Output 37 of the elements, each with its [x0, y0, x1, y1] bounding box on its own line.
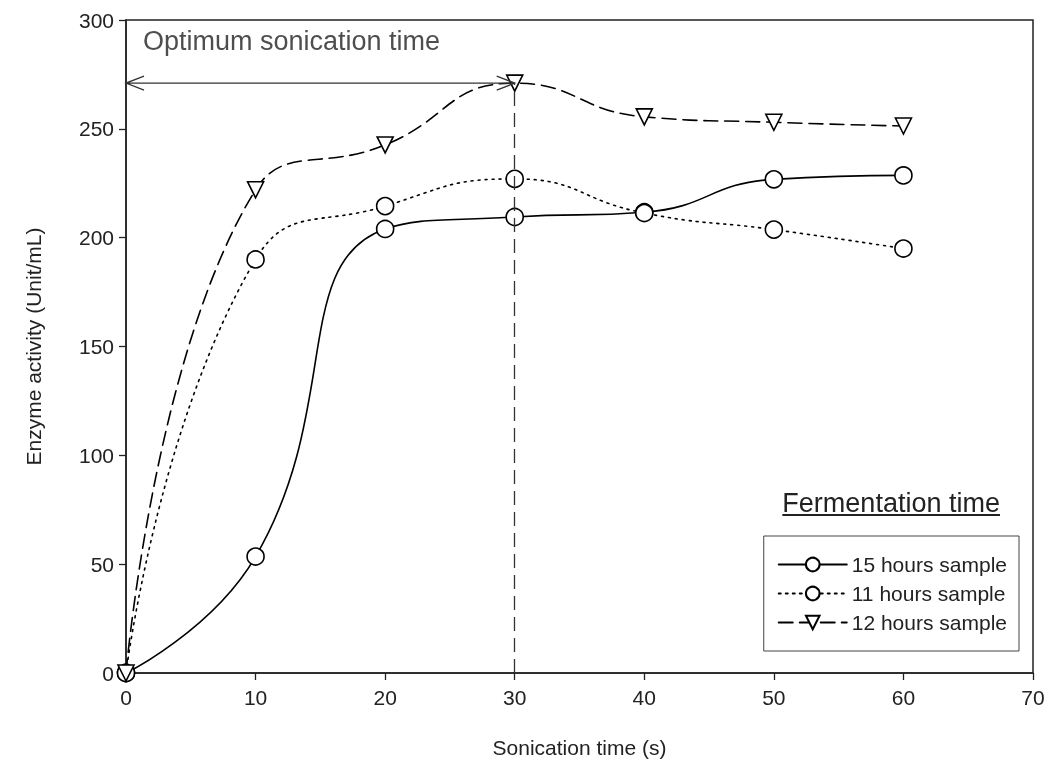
- x-axis-title: Sonication time (s): [492, 736, 667, 759]
- point: [376, 136, 394, 154]
- point: [505, 207, 525, 227]
- x-tick-label: 10: [243, 686, 268, 709]
- annotation: Optimum sonication time: [143, 26, 441, 57]
- y-tick-label: 0: [102, 661, 114, 685]
- point: [246, 180, 265, 199]
- y-tick-label: 200: [78, 226, 114, 250]
- point: [375, 196, 395, 216]
- x-tick-label: 50: [762, 686, 786, 709]
- point: [505, 169, 525, 189]
- legend-title: Fermentation time: [782, 487, 1000, 519]
- x-tick-label: 30: [503, 686, 527, 709]
- point: [246, 250, 265, 269]
- point: [765, 113, 783, 132]
- x-tick-label: 70: [1021, 686, 1045, 709]
- x-tick-label: 60: [891, 686, 916, 709]
- point: [635, 108, 654, 126]
- point: [894, 117, 913, 135]
- legend-label: 15 hours sample: [851, 553, 1008, 576]
- legend-label: 12 hours sample: [851, 611, 1008, 634]
- x-tick-label: 20: [373, 686, 397, 709]
- point: [894, 166, 913, 185]
- point: [894, 239, 913, 258]
- y-tick-label: 150: [78, 335, 114, 358]
- y-axis-title: Enzyme activity (Unit/mL): [22, 227, 45, 466]
- point: [764, 220, 784, 239]
- y-tick-label: 250: [78, 117, 114, 141]
- y-tick-label: 300: [78, 8, 114, 32]
- x-tick-label: 40: [632, 686, 656, 709]
- legend-label: 11 hours sample: [851, 582, 1006, 605]
- point: [375, 219, 395, 239]
- y-tick-label: 50: [90, 552, 114, 576]
- x-tick-label: 0: [120, 686, 132, 709]
- point: [246, 547, 265, 566]
- y-tick-label: 100: [78, 443, 114, 467]
- point: [764, 170, 784, 189]
